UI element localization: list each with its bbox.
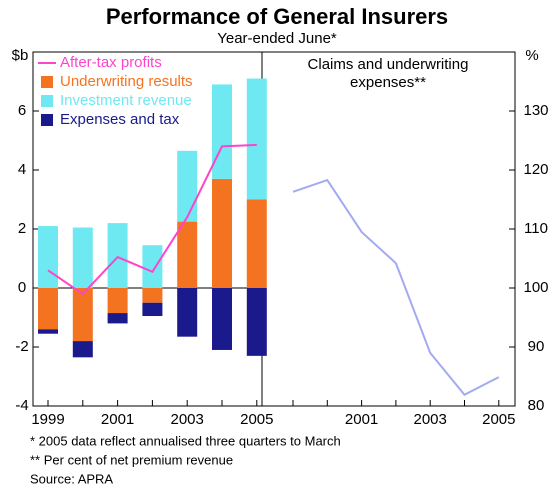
legend-label: Underwriting results	[60, 73, 193, 90]
x-tick-label: 2001	[101, 411, 134, 428]
y-tick-label: 110	[524, 220, 548, 237]
bar	[212, 178, 232, 288]
legend-label: Investment revenue	[60, 92, 192, 109]
panel-title: Claims and underwriting expenses**	[307, 56, 469, 91]
bar	[107, 313, 128, 324]
line	[47, 143, 257, 296]
legend-symbol	[41, 114, 53, 126]
y-tick-label: 2	[18, 220, 26, 237]
legend-label: Expenses and tax	[60, 111, 180, 128]
x-tick-label: 2005	[482, 411, 515, 428]
legend-symbol	[41, 95, 53, 107]
bar	[142, 288, 163, 303]
bar	[72, 341, 93, 358]
y-tick-label: 4	[18, 161, 26, 178]
y-tick-label: 120	[523, 161, 548, 178]
bar	[212, 288, 232, 350]
bar	[177, 150, 198, 222]
y-tick-label: -2	[15, 338, 28, 355]
subtitle: Year-ended June*	[217, 30, 337, 47]
bar	[246, 288, 267, 356]
y-tick-label: 90	[528, 338, 545, 355]
y-tick-label: 100	[523, 279, 548, 296]
legend-label: After-tax profits	[60, 54, 162, 71]
y-tick-label: -4	[15, 397, 28, 414]
bar	[38, 288, 58, 330]
legend-symbol	[41, 76, 53, 88]
note: Source: APRA	[30, 471, 113, 486]
bar	[107, 288, 128, 314]
y-tick-label: 80	[528, 397, 545, 414]
x-tick-label: 2003	[171, 411, 204, 428]
bar	[177, 288, 198, 337]
chart-title: Performance of General Insurers	[106, 4, 448, 29]
x-tick-label: 1999	[31, 411, 64, 428]
bar	[38, 226, 58, 288]
bar	[38, 329, 58, 334]
y-tick-label: 0	[18, 279, 26, 296]
bar	[212, 84, 232, 179]
y-tick-label: 130	[523, 102, 548, 119]
x-tick-label: 2005	[240, 411, 273, 428]
bar	[72, 288, 93, 342]
bar	[72, 227, 93, 288]
x-tick-label: 2003	[414, 411, 447, 428]
bar	[246, 199, 267, 288]
y-axis-label: $b	[12, 47, 29, 64]
y-tick-label: 6	[18, 102, 26, 119]
bar	[142, 302, 163, 317]
line	[292, 178, 500, 397]
y2-axis-label: %	[525, 47, 538, 64]
note: ** Per cent of net premium revenue	[30, 452, 233, 467]
bar	[142, 245, 163, 288]
x-tick-label: 2001	[345, 411, 378, 428]
bar	[246, 78, 267, 200]
note: * 2005 data reflect annualised three qua…	[30, 433, 341, 448]
bar	[107, 223, 128, 288]
bar	[177, 221, 198, 288]
